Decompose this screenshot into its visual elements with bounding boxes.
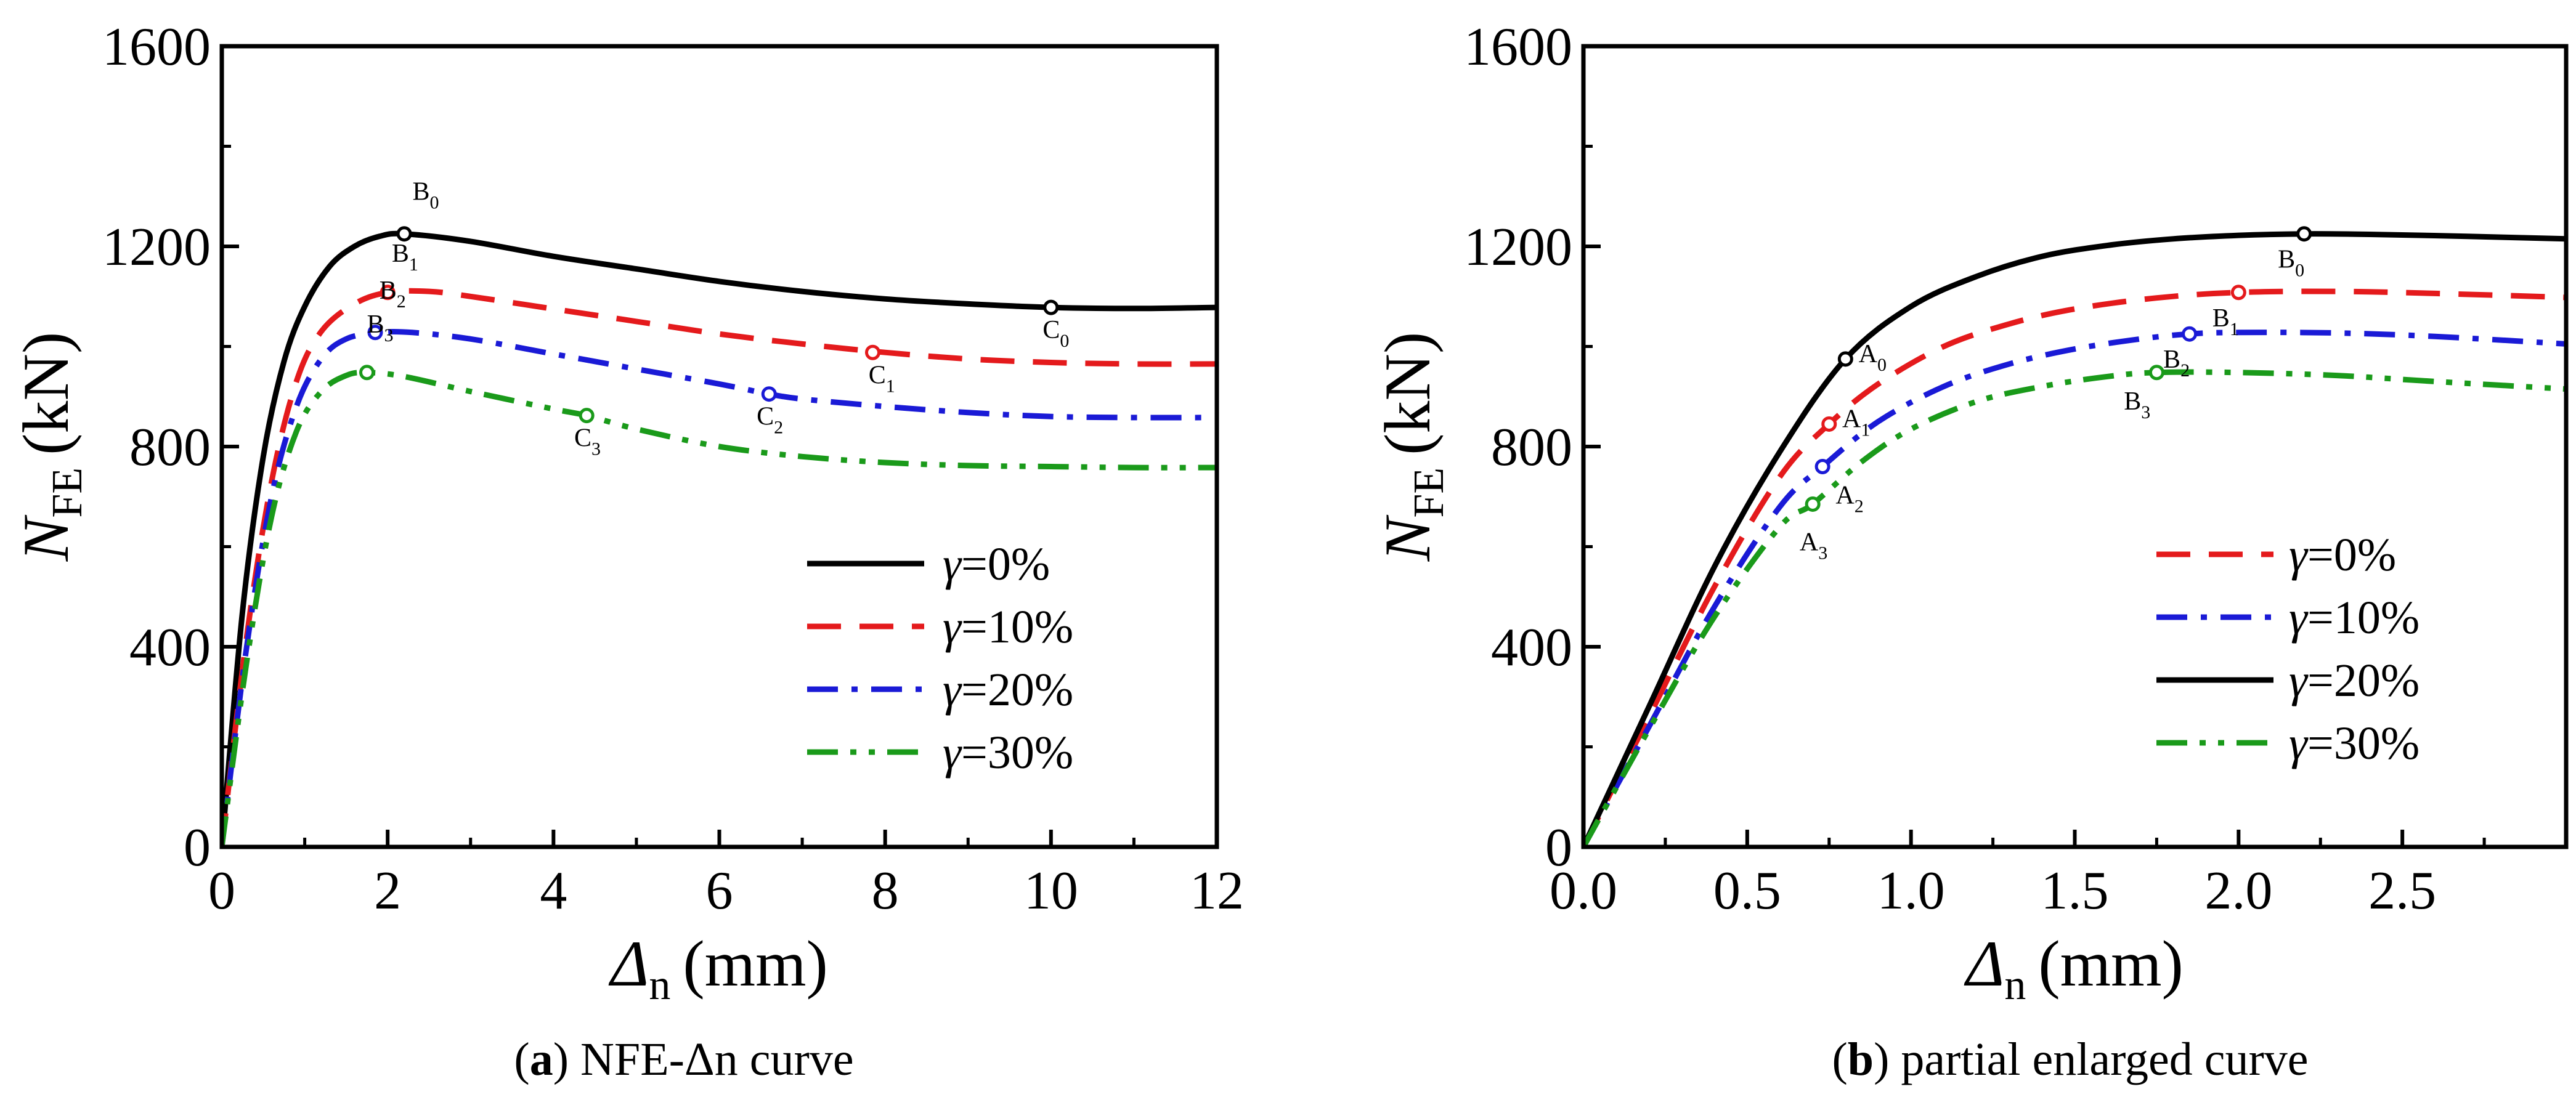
y-tick-label: 1600: [1464, 17, 1572, 77]
chart-caption: (a) NFE-Δn curve: [514, 1034, 853, 1085]
point-marker-2: [380, 285, 396, 301]
y-tick-label: 400: [129, 618, 211, 678]
y-axis-title: NFE(kN): [1371, 332, 1453, 562]
legend-label-0: γ=0%: [2289, 529, 2396, 581]
x-axis-title: Δn (mm): [1964, 928, 2184, 1009]
x-tick-label: 8: [872, 861, 899, 921]
point-label-3: C1: [869, 361, 895, 396]
chart-caption: (b) partial enlarged curve: [1832, 1034, 2308, 1085]
x-tick-label: 0.0: [1550, 861, 1617, 921]
y-tick-label: 0: [1545, 818, 1572, 878]
legend-label-3: γ=30%: [2289, 718, 2420, 769]
y-tick-label: 1200: [102, 217, 211, 277]
x-tick-label: 12: [1190, 861, 1244, 921]
y-tick-label: 0: [184, 818, 211, 878]
x-tick-label: 6: [706, 861, 733, 921]
series-line-0: [1583, 288, 2566, 847]
point-marker-3: [1805, 496, 1821, 512]
chart-a: B0 C0 B1 C1 B2 C2 B3 C3 0 2 4 6 8 10 12 0 400 800 1200 1600…: [10, 17, 1244, 1085]
x-tick-label: 1.0: [1877, 861, 1945, 921]
x-tick-label: 10: [1024, 861, 1078, 921]
x-tick-label: 2.0: [2204, 861, 2272, 921]
point-marker-3: [864, 344, 880, 360]
series-line-2: [1583, 231, 2566, 847]
point-label-1: A1: [1842, 405, 1870, 440]
series-line-0: [222, 230, 1217, 847]
x-tick-label: 1.5: [2041, 861, 2109, 921]
point-label-7: B3: [2124, 387, 2150, 423]
legend-label-2: γ=20%: [943, 664, 1073, 716]
y-tick-label: 800: [1491, 418, 1572, 477]
point-marker-1: [1821, 416, 1837, 432]
point-label-2: B1: [392, 240, 418, 275]
point-label-6: B3: [367, 310, 394, 346]
point-marker-6: [2182, 326, 2198, 342]
x-axis-title: Δn (mm): [608, 928, 828, 1009]
point-marker-1: [1043, 299, 1059, 315]
series-line-1: [1583, 330, 2566, 847]
legend-label-2: γ=20%: [2289, 655, 2420, 706]
x-tick-label: 2: [374, 861, 401, 921]
point-label-7: C3: [574, 424, 601, 459]
y-tick-label: 1200: [1464, 217, 1572, 277]
point-marker-7: [2148, 365, 2164, 381]
y-axis-title: NFE(kN): [10, 332, 91, 562]
series-line-1: [222, 288, 1217, 847]
point-marker-0: [396, 226, 412, 242]
series-line-3: [1583, 369, 2566, 847]
point-marker-2: [1814, 459, 1830, 474]
x-tick-label: 0.5: [1713, 861, 1781, 921]
point-label-0: B0: [413, 178, 439, 213]
point-label-2: A2: [1835, 482, 1863, 517]
x-tick-label: 2.5: [2368, 861, 2436, 921]
point-marker-4: [367, 325, 383, 341]
point-marker-7: [579, 408, 595, 424]
point-marker-6: [359, 365, 375, 381]
point-marker-5: [2230, 285, 2246, 301]
legend-label-1: γ=10%: [943, 601, 1073, 653]
point-label-0: A0: [1859, 340, 1887, 375]
point-marker-5: [761, 386, 777, 402]
y-tick-label: 1600: [102, 17, 211, 77]
point-label-3: A3: [1800, 528, 1827, 563]
x-tick-label: 4: [540, 861, 567, 921]
series-line-3: [222, 370, 1217, 847]
legend-label-1: γ=10%: [2289, 592, 2420, 644]
legend-label-0: γ=0%: [943, 538, 1050, 590]
series-line-2: [222, 328, 1217, 847]
y-tick-label: 400: [1491, 618, 1572, 678]
legend-label-3: γ=30%: [943, 727, 1073, 779]
point-marker-4: [2296, 226, 2312, 242]
x-tick-label: 0: [208, 861, 235, 921]
point-label-6: B2: [2163, 346, 2190, 381]
point-label-4: B0: [2278, 246, 2304, 281]
point-marker-0: [1837, 351, 1853, 367]
point-label-1: C0: [1042, 316, 1069, 351]
point-label-4: B2: [380, 277, 406, 312]
point-label-5: B1: [2212, 304, 2239, 339]
point-label-5: C2: [757, 403, 783, 438]
y-tick-label: 800: [129, 418, 211, 477]
